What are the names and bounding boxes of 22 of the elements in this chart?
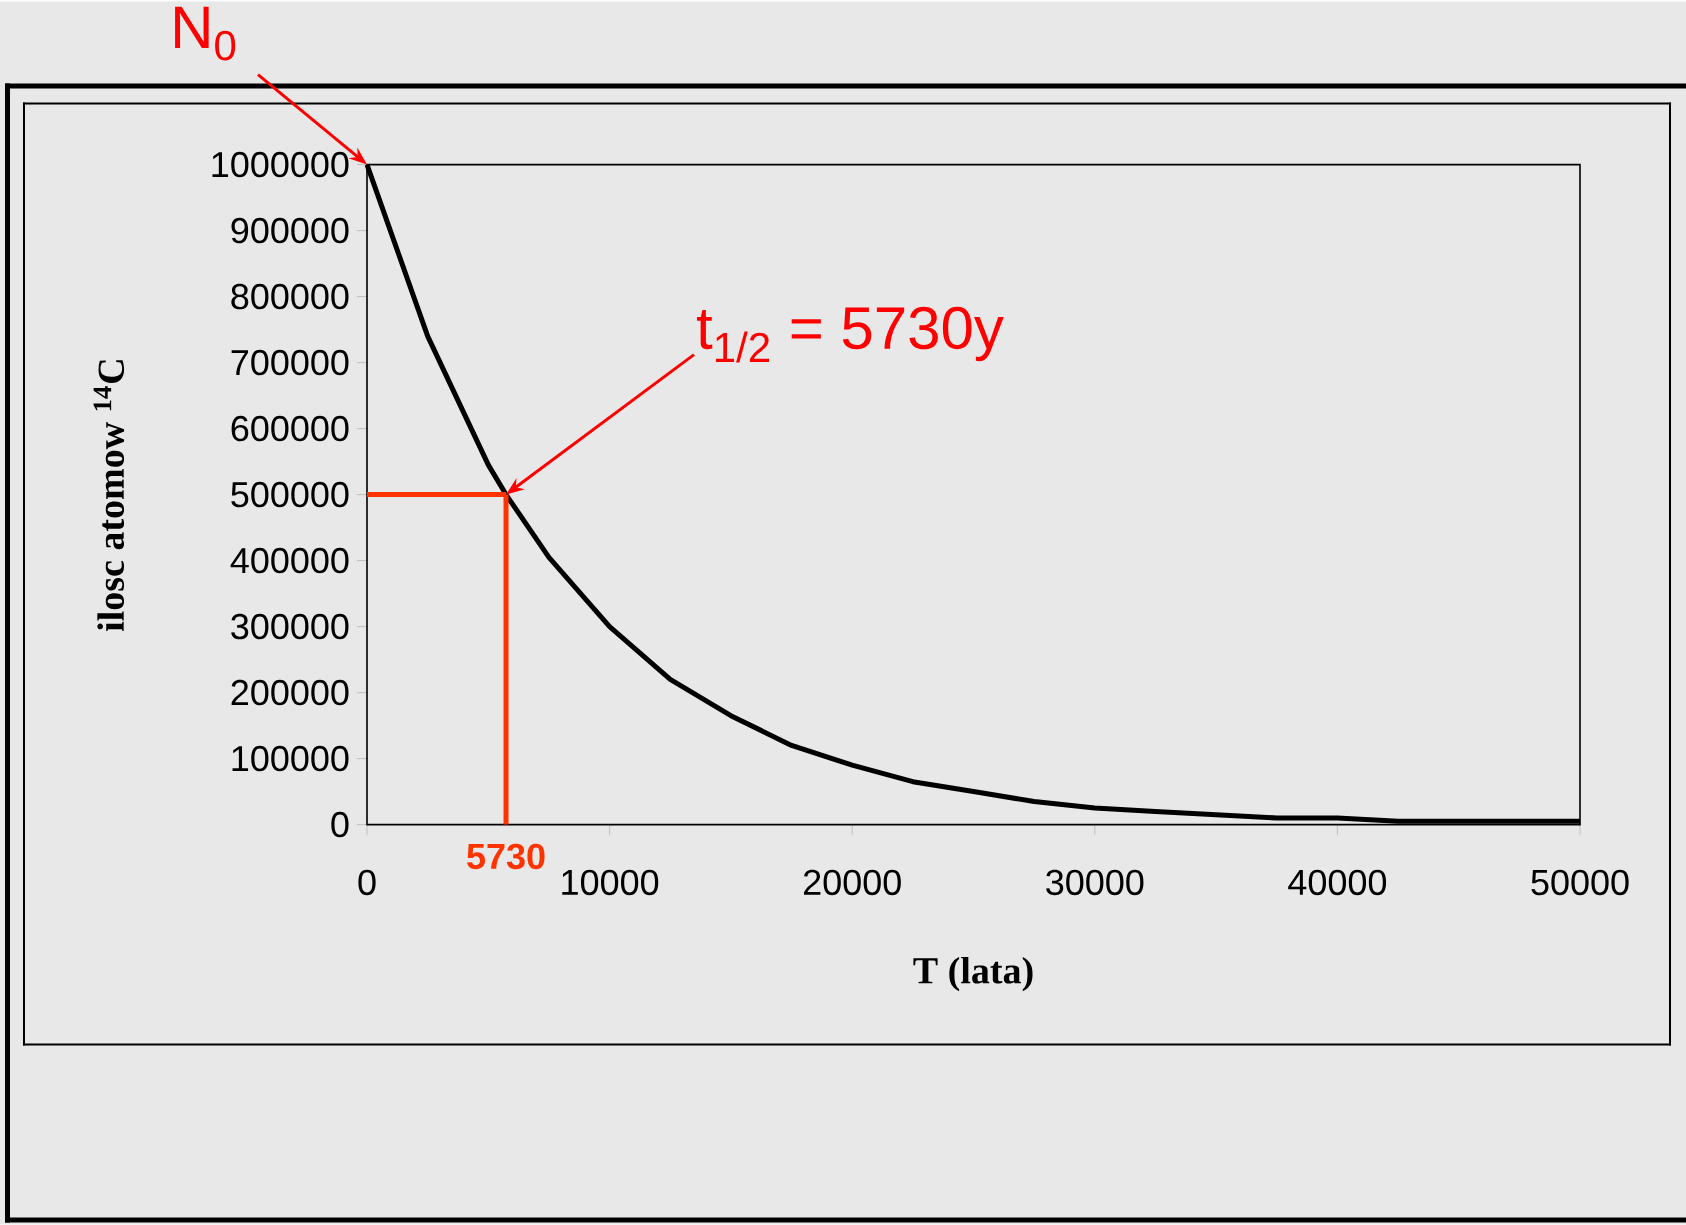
x-tick-label: 50000 — [1531, 869, 1629, 896]
x-axis-title: T (lata) — [913, 957, 1033, 992]
y-axis-title: ilosc atomow $^{14}$C — [93, 360, 125, 632]
ref-line-label: 5730 — [467, 843, 545, 870]
y-tick-label: 1000000 — [212, 152, 349, 178]
y-tick-label: 800000 — [231, 284, 349, 310]
x-tick-label: 10000 — [562, 869, 659, 896]
annotation: N$_{0}$ — [175, 6, 236, 61]
y-tick-label: 0 — [331, 812, 349, 838]
y-tick-label: 900000 — [231, 218, 349, 244]
x-tick-label: 30000 — [1046, 869, 1144, 896]
x-tick-label: 20000 — [803, 869, 901, 896]
y-tick-label: 100000 — [232, 746, 349, 772]
y-tick-label: 600000 — [231, 416, 349, 442]
y-tick-label: 500000 — [231, 482, 349, 508]
y-tick-label: 200000 — [231, 680, 349, 706]
x-tick-label: 40000 — [1288, 869, 1387, 896]
x-tick-label: 0 — [358, 869, 376, 896]
y-tick-label: 300000 — [231, 614, 349, 640]
y-tick-label: 700000 — [231, 350, 349, 376]
annotation: t$_{1/2}$ = 5730y — [696, 306, 1004, 363]
y-tick-label: 400000 — [230, 548, 349, 574]
